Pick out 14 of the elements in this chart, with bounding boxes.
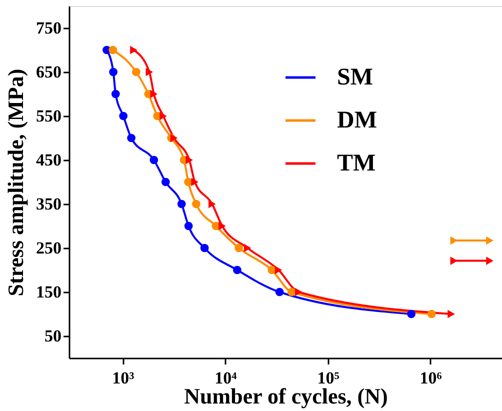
y-tick-label: 50 [44,326,62,346]
legend-label: TM [337,150,376,176]
y-tick-label: 650 [36,62,62,82]
x-tick-label: 10³ [112,368,134,388]
y-tick-label: 350 [36,194,62,214]
legend-label: SM [337,64,373,90]
y-tick-label: 750 [36,18,62,38]
y-tick-label: 450 [36,150,62,170]
y-tick-label: 150 [36,282,62,302]
y-axis-title: Stress amplitude, (MPa) [3,68,28,296]
x-tick-label: 10⁶ [420,368,442,388]
y-tick-label: 250 [36,238,62,258]
y-tick-label: 550 [36,106,62,126]
legend-label: DM [337,108,377,134]
